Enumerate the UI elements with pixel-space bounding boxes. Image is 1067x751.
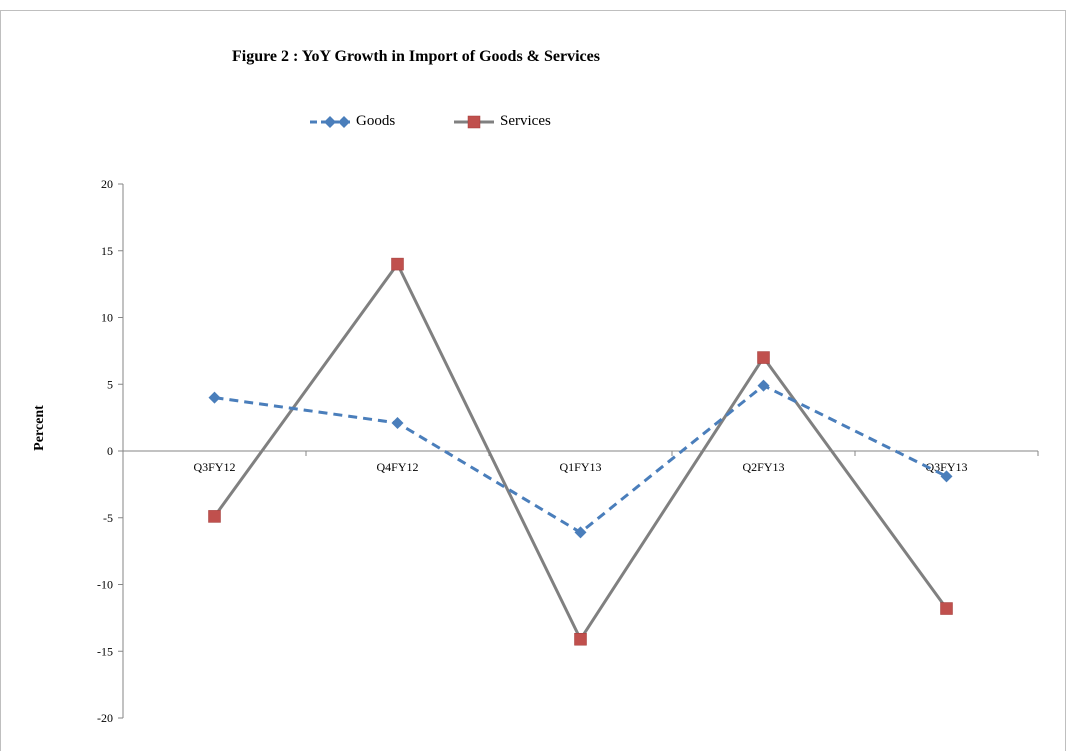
services-point [391, 257, 404, 271]
goods-point [940, 470, 953, 483]
x-tick-label: Q4FY12 [376, 460, 418, 474]
x-tick-label: Q3FY12 [193, 460, 235, 474]
y-tick-label: -15 [97, 644, 113, 658]
services-series-line [213, 262, 948, 641]
legend-label-services: Services [500, 113, 551, 129]
y-tick-label: 20 [101, 177, 113, 191]
y-tick-label: -5 [103, 511, 113, 525]
y-tick-label: 5 [107, 377, 113, 391]
services-point [757, 351, 770, 364]
chart-frame [0, 10, 1066, 751]
y-tick-label: 10 [101, 311, 113, 325]
x-tick-label: Q3FY13 [925, 460, 967, 474]
services-point [208, 510, 221, 523]
y-tick-label: 0 [107, 444, 113, 458]
goods-point [574, 526, 587, 539]
y-tick-label: -20 [97, 711, 113, 725]
y-tick-label: -10 [97, 578, 113, 592]
goods-point [757, 379, 770, 392]
services-point [574, 632, 587, 646]
x-tick-label: Q2FY13 [742, 460, 784, 474]
goods-point [208, 391, 221, 404]
goods-point [391, 416, 404, 429]
services-point [940, 602, 953, 615]
legend-goods-swatch [310, 116, 350, 128]
chart-title: Figure 2 : YoY Growth in Import of Goods… [232, 48, 600, 65]
legend-services-swatch [454, 115, 494, 129]
y-tick-label: 15 [101, 244, 113, 258]
legend-label-goods: Goods [356, 113, 396, 129]
x-tick-label: Q1FY13 [559, 460, 601, 474]
